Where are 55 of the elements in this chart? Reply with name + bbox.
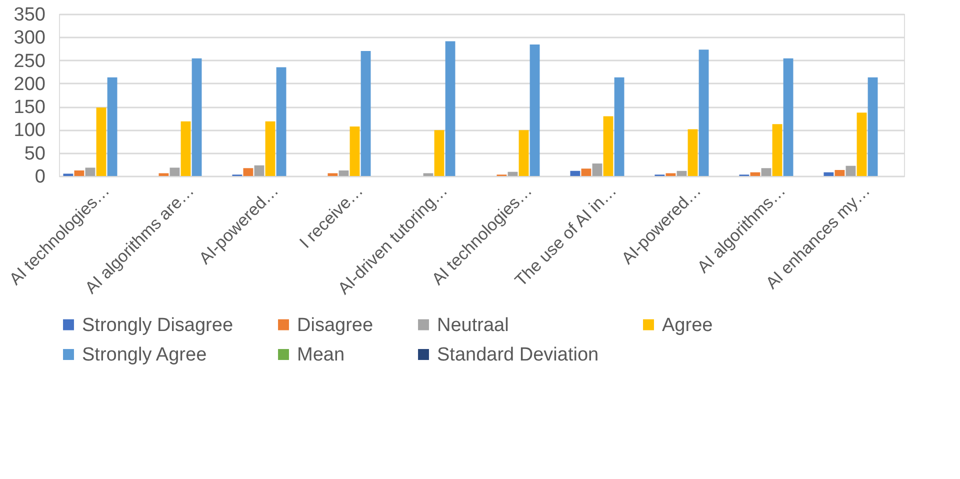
bar xyxy=(243,168,254,176)
bar xyxy=(824,172,834,176)
legend-label: Agree xyxy=(662,314,713,336)
bar xyxy=(688,129,698,176)
bar xyxy=(603,116,614,176)
bar xyxy=(530,44,540,176)
bar xyxy=(170,168,180,176)
bar xyxy=(180,121,191,176)
bar xyxy=(783,58,794,176)
bar xyxy=(107,77,118,176)
legend-label: Strongly Agree xyxy=(82,344,207,366)
bar xyxy=(698,50,709,176)
y-tick-label: 250 xyxy=(14,50,46,72)
bar xyxy=(360,51,371,176)
legend-label: Standard Deviation xyxy=(437,344,599,366)
bar xyxy=(856,112,867,176)
bar xyxy=(666,173,676,176)
legend-label: Disagree xyxy=(297,314,374,336)
bar xyxy=(328,173,338,176)
bar xyxy=(676,170,687,176)
bar xyxy=(592,164,602,176)
bar xyxy=(570,170,580,176)
y-tick-label: 150 xyxy=(14,97,46,118)
bar xyxy=(434,130,444,176)
bar xyxy=(254,165,264,176)
bar xyxy=(74,170,84,176)
bar xyxy=(761,168,772,176)
legend-label: Neutraal xyxy=(437,314,509,336)
bar xyxy=(338,170,349,176)
bar xyxy=(834,170,845,176)
bar xyxy=(158,173,169,176)
y-tick-label: 200 xyxy=(14,74,46,95)
y-tick-label: 300 xyxy=(14,28,46,49)
bar xyxy=(276,67,286,176)
y-tick-label: 0 xyxy=(34,166,46,188)
bar xyxy=(868,77,878,176)
bar xyxy=(772,124,782,176)
bar xyxy=(614,77,624,176)
bar xyxy=(192,58,202,176)
y-tick-label: 50 xyxy=(24,143,46,164)
bar xyxy=(508,172,518,176)
bar xyxy=(350,126,360,176)
bar xyxy=(518,130,529,176)
bar xyxy=(846,166,856,176)
y-tick-label: 350 xyxy=(14,4,46,26)
legend-label: Mean xyxy=(297,344,345,366)
bar xyxy=(750,172,760,176)
bar xyxy=(445,41,456,176)
bar xyxy=(85,168,96,176)
bar xyxy=(265,121,276,176)
y-tick-label: 100 xyxy=(14,120,46,142)
bar xyxy=(423,173,434,176)
bar xyxy=(96,107,106,176)
legend-label: Strongly Disagree xyxy=(82,314,234,336)
bar xyxy=(581,168,592,176)
